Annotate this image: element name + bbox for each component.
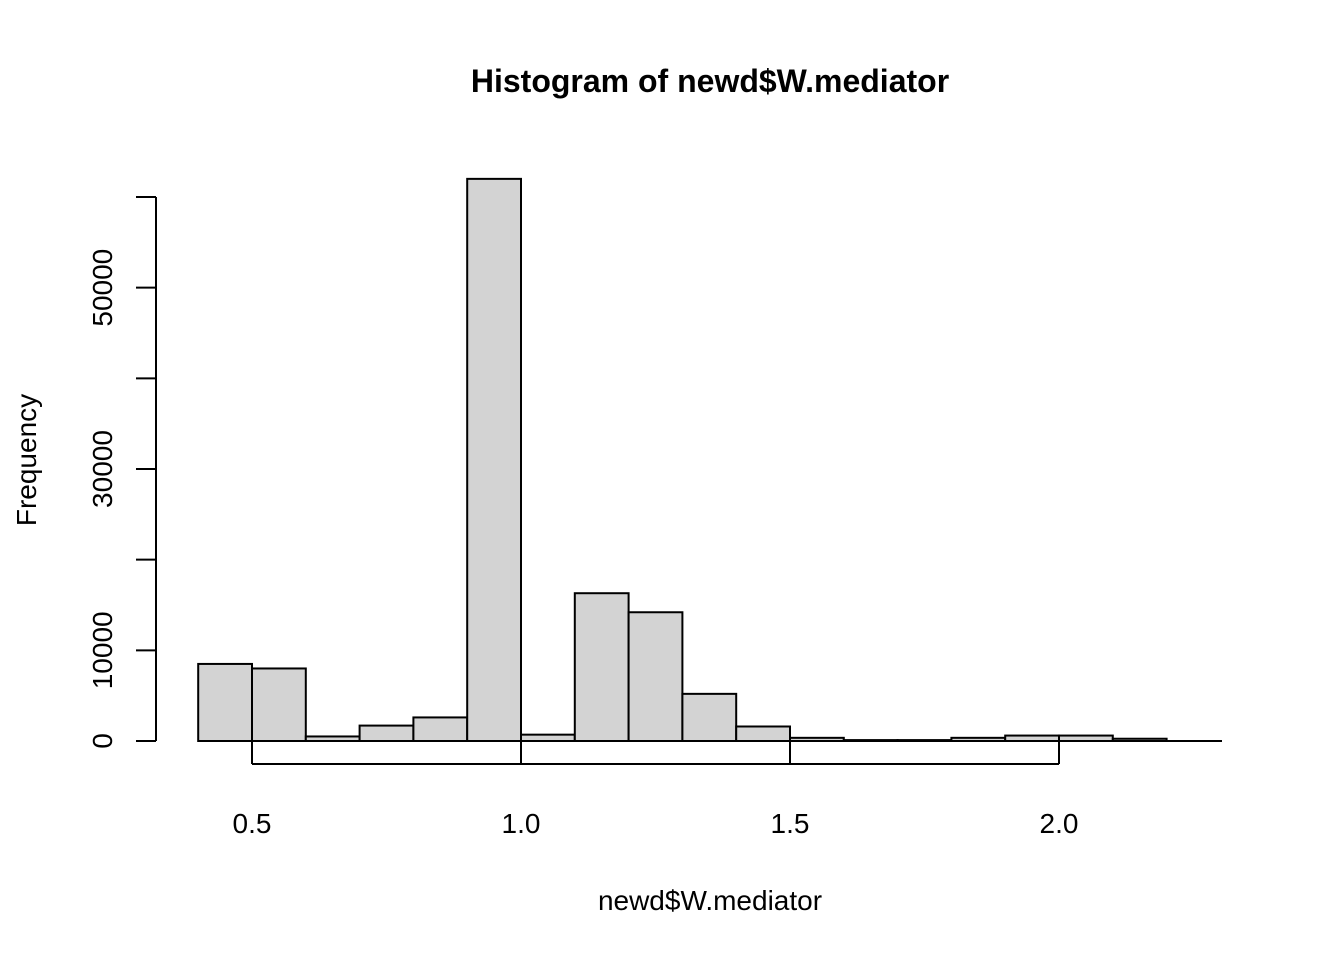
x-tick-label: 0.5	[233, 808, 272, 839]
x-tick-label: 1.0	[502, 808, 541, 839]
y-axis-label: Frequency	[11, 394, 42, 526]
histogram-bar	[358, 724, 415, 743]
y-tick-label: 30000	[87, 430, 118, 508]
chart-title: Histogram of newd$W.mediator	[471, 63, 949, 99]
histogram-bar	[197, 662, 253, 743]
bars-group	[197, 177, 1168, 743]
histogram-bar	[735, 725, 792, 743]
histogram-bar	[466, 177, 523, 743]
histogram-bar	[412, 716, 469, 743]
x-tick-label: 1.5	[771, 808, 810, 839]
x-axis: 0.5 1.0 1.5 2.0	[233, 742, 1079, 839]
histogram-bar	[627, 611, 684, 743]
histogram-bar	[573, 592, 630, 742]
y-tick-label: 50000	[87, 249, 118, 327]
histogram-bar	[681, 692, 738, 742]
y-tick-label: 10000	[87, 611, 118, 689]
y-tick-label: 0	[87, 733, 118, 749]
histogram-bar	[251, 667, 307, 743]
y-axis: 0 10000 30000 50000	[87, 196, 157, 749]
x-axis-label: newd$W.mediator	[598, 885, 822, 916]
x-tick-label: 2.0	[1040, 808, 1079, 839]
